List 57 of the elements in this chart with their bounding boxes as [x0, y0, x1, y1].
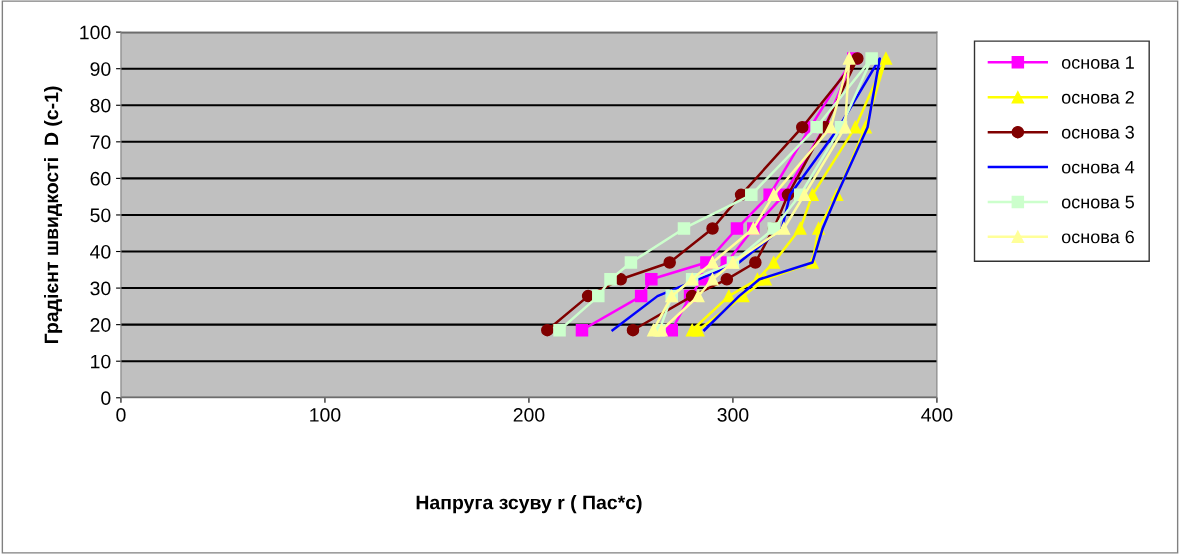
point [749, 256, 762, 269]
legend-label: основа 1 [1061, 56, 1134, 69]
point [592, 289, 605, 303]
x-tick-label: 400 [921, 408, 953, 422]
y-tick-label: 30 [90, 281, 111, 296]
point [691, 289, 705, 303]
point [798, 188, 811, 202]
point [624, 256, 638, 269]
legend-label: основа 4 [1061, 160, 1135, 174]
point [767, 256, 780, 269]
y-tick-label: 0 [101, 391, 111, 406]
point [691, 323, 705, 337]
point [645, 273, 658, 286]
point [553, 323, 566, 337]
y-axis-title: Градієнт швидкості D (с-1) [44, 86, 63, 343]
legend-label: основа 6 [1061, 230, 1134, 244]
point [663, 256, 676, 269]
point [575, 323, 589, 337]
y-tick-label: 60 [90, 171, 111, 186]
point [634, 289, 648, 303]
point [706, 256, 719, 269]
y-tick-label: 70 [90, 135, 111, 150]
point [541, 323, 554, 337]
y-tick-label: 90 [90, 62, 111, 76]
legend-label: основа 2 [1061, 90, 1134, 104]
point [793, 222, 807, 235]
point [767, 188, 780, 202]
point [604, 273, 617, 286]
point [745, 188, 758, 202]
point [677, 222, 691, 235]
legend-label: основа 3 [1061, 125, 1134, 139]
point [730, 222, 744, 235]
x-tick-label: 0 [116, 408, 126, 422]
y-tick-label: 20 [90, 318, 111, 332]
point [722, 289, 736, 303]
point [865, 52, 878, 65]
point [796, 120, 809, 134]
x-tick-label: 300 [717, 408, 749, 422]
point [706, 273, 719, 286]
point [879, 52, 893, 65]
x-tick-label: 200 [513, 408, 545, 422]
point [720, 273, 734, 286]
y-tick-label: 100 [80, 25, 111, 40]
point [706, 222, 719, 235]
point [777, 222, 791, 235]
x-tick-label: 100 [310, 408, 341, 422]
y-tick-label: 50 [90, 208, 111, 223]
point [838, 120, 852, 134]
y-tick-label: 80 [90, 98, 111, 113]
y-tick-label: 40 [90, 244, 111, 259]
y-tick-label: 10 [91, 354, 111, 369]
point [626, 323, 640, 337]
point [810, 120, 823, 134]
point [824, 120, 838, 134]
legend-label: основа 5 [1061, 195, 1134, 209]
x-axis-title: Напруга зсуву r ( Пас*с) [416, 495, 642, 514]
point [842, 52, 856, 65]
